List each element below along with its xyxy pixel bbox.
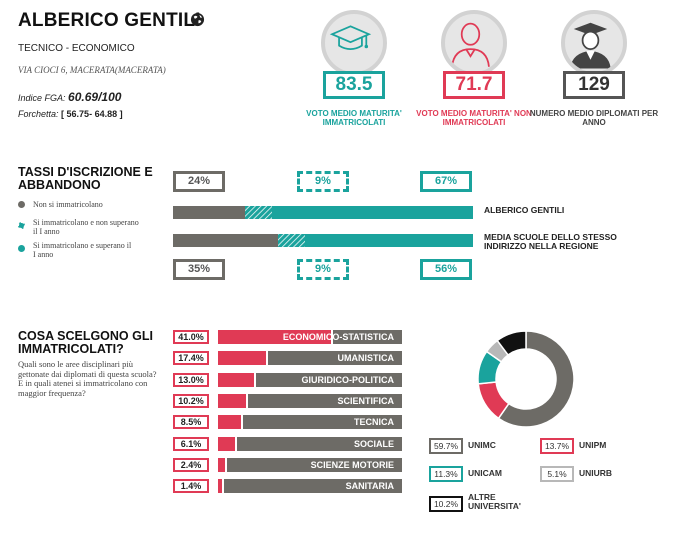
category-bar-gray <box>248 393 402 408</box>
category-bar-gray <box>226 457 402 472</box>
donut-slice-altreuniversita <box>496 330 527 357</box>
category-pct: 2.4% <box>173 457 209 472</box>
school-pct-superano: 67% <box>420 171 472 192</box>
category-name: SCIENZE MOTORIE <box>310 459 394 470</box>
category-name: SCIENTIFICA <box>337 395 394 406</box>
fga-value: 60.69/100 <box>68 90 122 104</box>
stat-value-diplomati: 129 <box>563 71 625 99</box>
category-bar-red <box>218 436 235 451</box>
university-name: UNICAM <box>468 468 502 478</box>
region-pct-non-immatricolati: 35% <box>173 259 225 280</box>
legend-dot-non-superano <box>18 222 25 229</box>
school-bar-label: ALBERICO GENTILI <box>484 205 565 215</box>
legend-dot-non-immatricolati <box>18 201 25 208</box>
iscrizione-bars <box>173 206 473 247</box>
segment-non-immatricolati <box>173 206 245 219</box>
school-name: ALBERICO GENTILI <box>18 10 201 31</box>
person-circle <box>441 10 507 76</box>
university-pct: 59.7% <box>429 438 463 454</box>
legend-text-non-superano: Si immatricolano e non superano il I ann… <box>33 218 139 236</box>
segment-superano <box>305 234 473 247</box>
category-bar-gray <box>243 415 402 430</box>
region-bar-label: MEDIA SCUOLE DELLO STESSO INDIRIZZO NELL… <box>484 232 617 251</box>
university-pct: 10.2% <box>429 496 463 512</box>
university-pct: 11.3% <box>429 466 463 482</box>
university-donut <box>477 330 575 428</box>
scelte-description: Quali sono le aree disciplinari più gett… <box>18 359 157 398</box>
donut-slice-unimc <box>497 330 575 428</box>
forchetta-value: [ 56.75- 64.88 ] <box>61 109 123 119</box>
school-bar <box>173 206 473 219</box>
scelte-title: COSA SCELGONO GLI IMMATRICOLATI? <box>18 330 153 356</box>
globe-icon[interactable] <box>190 12 205 27</box>
graduation-cap-circle <box>321 10 387 76</box>
legend-text-non-immatricolati: Non si immatricolano <box>33 200 103 209</box>
category-bar-red <box>218 330 332 344</box>
category-pct: 8.5% <box>173 415 209 430</box>
graduate-icon <box>570 22 611 69</box>
stat-label-diplomati: NUMERO MEDIO DIPLOMATI PER ANNO <box>529 109 659 127</box>
stat-label-non-immatricolati: VOTO MEDIO MATURITA' NON IMMATRICOLATI <box>416 109 532 127</box>
stat-value-immatricolati: 83.5 <box>323 71 385 99</box>
category-name: TECNICA <box>354 417 394 428</box>
university-pct: 5.1% <box>540 466 574 482</box>
category-name: GIURIDICO-POLITICA <box>301 374 395 385</box>
segment-non-superano <box>245 206 272 219</box>
category-pct: 10.2% <box>173 393 209 408</box>
iscrizione-title-line2: ABBANDONO <box>18 178 101 192</box>
fga-index: Indice FGA: 60.69/100 <box>18 90 121 104</box>
category-name: SOCIALE <box>353 438 394 449</box>
university-name: UNIMC <box>468 440 496 450</box>
region-pct-non-superano: 9% <box>297 259 349 280</box>
category-bar-gray <box>255 372 402 387</box>
category-pct: 1.4% <box>173 479 209 494</box>
legend-dot-superano <box>18 245 25 252</box>
category-pct: 17.4% <box>173 351 209 366</box>
university-name: UNIPM <box>579 440 607 450</box>
category-pct: 6.1% <box>173 436 209 451</box>
category-bar-red <box>218 372 254 387</box>
stat-value-non-immatricolati: 71.7 <box>443 71 505 99</box>
category-name: UMANISTICA <box>337 353 395 364</box>
graduation-cap-icon <box>329 25 372 51</box>
category-bar-gray <box>333 330 402 344</box>
university-pct: 13.7% <box>540 438 574 454</box>
university-name: UNIURB <box>579 468 613 478</box>
region-bar <box>173 234 473 247</box>
segment-superano <box>272 206 473 219</box>
person-icon <box>451 22 490 67</box>
category-pct: 13.0% <box>173 372 209 387</box>
region-pct-superano: 56% <box>420 259 472 280</box>
school-pct-non-immatricolati: 24% <box>173 171 225 192</box>
category-pct: 41.0% <box>173 330 209 344</box>
category-bar-gray <box>236 436 402 451</box>
legend-text-superano: Si immatricolano e superano il I anno <box>33 241 132 259</box>
school-address: VIA CIOCI 6, MACERATA(MACERATA) <box>18 65 166 75</box>
university-name: ALTRE UNIVERSITA' <box>468 492 521 511</box>
category-bar-red <box>218 393 247 408</box>
category-name: ECONOMICO-STATISTICA <box>282 332 394 342</box>
segment-non-superano <box>278 234 305 247</box>
category-bar-gray <box>223 479 402 494</box>
forchetta: Forchetta: [ 56.75- 64.88 ] <box>18 109 123 119</box>
school-pct-non-superano: 9% <box>297 171 349 192</box>
fga-label: Indice FGA: <box>18 93 66 103</box>
stat-label-immatricolati: VOTO MEDIO MATURITA' IMMATRICOLATI <box>306 109 402 127</box>
iscrizione-title-line1: TASSI D'ISCRIZIONE E <box>18 165 153 179</box>
category-bar-gray <box>268 351 402 366</box>
scelte-title-line1: COSA SCELGONO GLI <box>18 329 153 343</box>
school-type: TECNICO - ECONOMICO <box>18 43 135 54</box>
forchetta-label: Forchetta: <box>18 109 59 119</box>
category-bar-red <box>218 457 225 472</box>
category-bar-red <box>218 479 222 494</box>
category-name: SANITARIA <box>345 481 394 492</box>
iscrizione-title: TASSI D'ISCRIZIONE E ABBANDONO <box>18 166 153 192</box>
segment-non-immatricolati <box>173 234 278 247</box>
category-bar-red <box>218 351 267 366</box>
category-bar-red <box>218 415 242 430</box>
graduate-circle <box>561 10 627 76</box>
scelte-title-line2: IMMATRICOLATI? <box>18 342 124 356</box>
